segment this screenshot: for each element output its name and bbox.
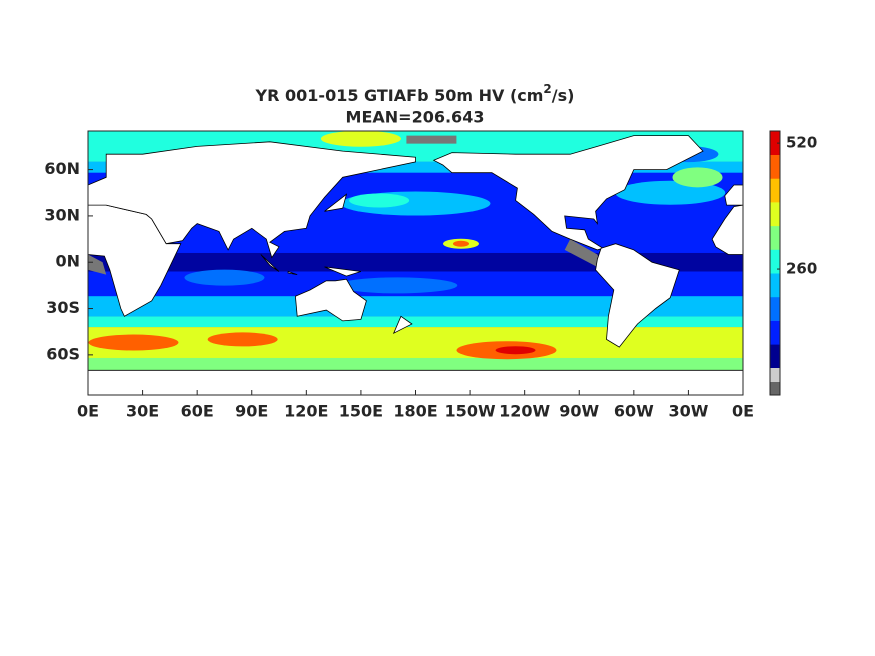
x-tick-label: 150E — [339, 402, 383, 421]
ocean-band — [88, 357, 743, 371]
colorbar-tick-label: 260 — [786, 260, 817, 278]
colorbar-missing — [770, 382, 780, 395]
land — [260, 254, 280, 272]
ocean-blob — [184, 269, 265, 286]
land — [324, 266, 362, 277]
y-tick-label: 60S — [46, 344, 80, 363]
ocean-blob — [320, 131, 401, 147]
y-tick-label: 30S — [46, 298, 80, 317]
subtitle: MEAN=206.643 — [346, 108, 485, 127]
ocean-blob — [88, 334, 179, 351]
ocean-blob — [337, 277, 458, 294]
ocean-band — [88, 252, 743, 272]
colorbar-segment — [770, 131, 780, 155]
title-sup: 2 — [543, 82, 551, 96]
colorbar-segment — [770, 249, 780, 274]
x-tick-label: 120W — [499, 402, 550, 421]
land — [432, 135, 704, 251]
x-tick-label: 30E — [126, 402, 159, 421]
title: YR 001-015 GTIAFb 50m HV (cm2/s) — [255, 82, 575, 105]
colorbar-segment — [770, 154, 780, 179]
land — [287, 270, 298, 275]
field — [88, 131, 743, 395]
x-tick-label: 60W — [614, 402, 654, 421]
colorbar-segment — [770, 296, 780, 321]
land — [724, 184, 743, 206]
colorbar-tick-label: 520 — [786, 134, 817, 152]
x-tick-label: 60E — [181, 402, 214, 421]
land — [88, 369, 743, 395]
colorbar-segment — [770, 273, 780, 298]
title-text: YR 001-015 GTIAFb 50m HV (cm — [255, 86, 544, 105]
colorbar-segment — [770, 178, 780, 203]
colorbar-segment — [770, 202, 780, 227]
colorbar-missing — [770, 368, 780, 382]
colorbar-segment — [770, 320, 780, 345]
x-tick-label: 30W — [668, 402, 708, 421]
x-tick-label: 180E — [393, 402, 437, 421]
colorbar-frame — [769, 130, 781, 396]
land — [711, 204, 743, 255]
land — [392, 315, 413, 335]
x-tick-label: 0E — [77, 402, 99, 421]
ocean-blob — [452, 240, 469, 247]
x-tick-label: 90E — [235, 402, 268, 421]
colorbar-segment — [770, 344, 780, 369]
land — [595, 243, 680, 348]
x-tick-label: 150W — [445, 402, 496, 421]
ocean-band — [88, 296, 743, 317]
colorbar-segment — [770, 225, 780, 250]
y-tick-label: 0N — [55, 252, 80, 271]
x-tick-label: 120E — [284, 402, 328, 421]
ocean-blob — [349, 193, 410, 208]
missing — [564, 239, 603, 270]
missing — [406, 135, 457, 144]
ocean-blob — [672, 167, 723, 188]
land — [294, 278, 367, 322]
ocean-band — [88, 316, 743, 328]
y-tick-label: 60N — [44, 159, 80, 178]
ocean-blob — [207, 332, 278, 347]
land — [324, 193, 348, 212]
y-tick-label: 30N — [44, 205, 80, 224]
land — [88, 141, 416, 259]
ocean-band — [88, 161, 743, 173]
title-text: /s) — [552, 86, 575, 105]
ocean-blob — [495, 346, 536, 355]
missing — [88, 254, 107, 275]
x-tick-label: 90W — [559, 402, 599, 421]
x-tick-label: 0E — [732, 402, 754, 421]
